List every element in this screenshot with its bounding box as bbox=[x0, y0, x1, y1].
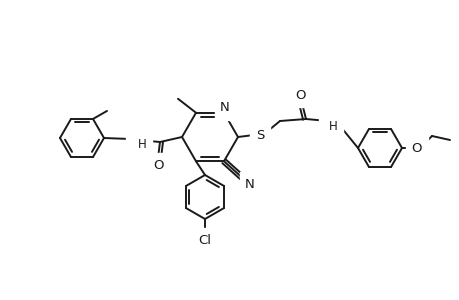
Text: S: S bbox=[255, 128, 263, 142]
Text: O: O bbox=[295, 88, 306, 101]
Text: H: H bbox=[328, 119, 336, 133]
Text: Cl: Cl bbox=[198, 233, 211, 247]
Text: O: O bbox=[153, 158, 164, 172]
Text: H: H bbox=[137, 137, 146, 151]
Text: N: N bbox=[324, 112, 333, 125]
Text: N: N bbox=[220, 101, 230, 114]
Text: N: N bbox=[131, 131, 140, 145]
Text: O: O bbox=[411, 142, 421, 154]
Text: N: N bbox=[245, 178, 254, 191]
